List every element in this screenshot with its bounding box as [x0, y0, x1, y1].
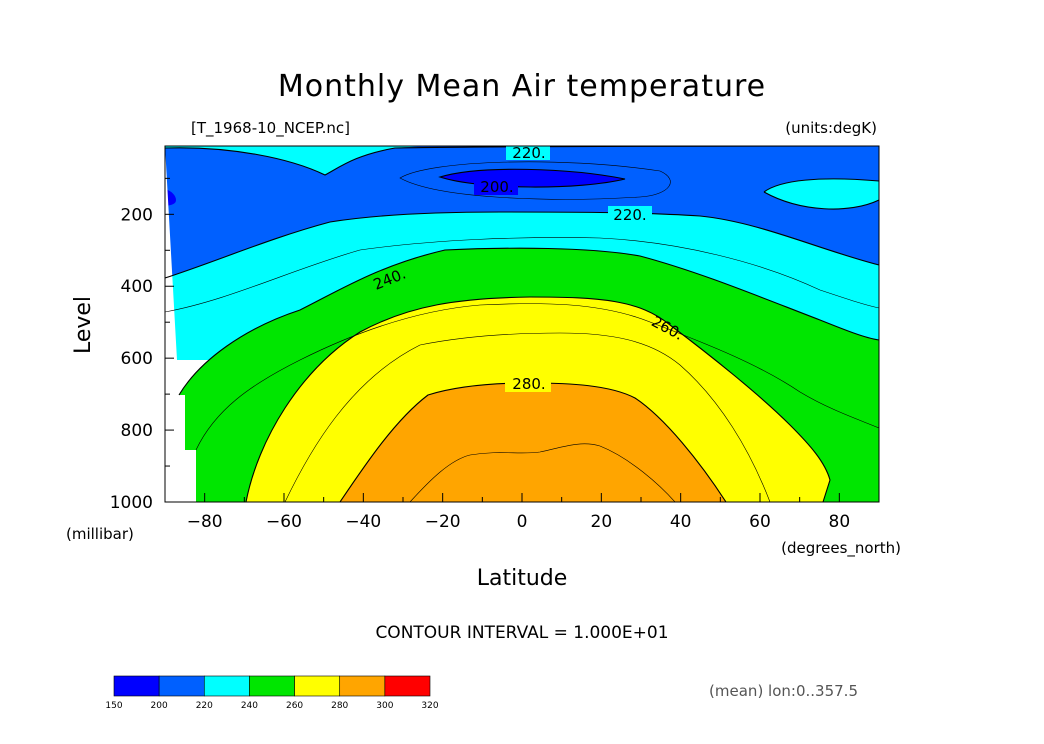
- plot-area: 220. 200. 220. 240. 260. 280.: [165, 144, 879, 502]
- x-tick-label: 80: [829, 512, 851, 532]
- colorbar-label: 200: [151, 701, 168, 711]
- x-axis-title: Latitude: [477, 566, 568, 591]
- colorbar-label: 240: [241, 701, 258, 711]
- y-units-label: (millibar): [66, 525, 134, 543]
- colorbar-swatch: [384, 675, 431, 697]
- file-label: [T_1968-10_NCEP.nc]: [191, 119, 350, 138]
- y-tick-label: 400: [121, 277, 153, 297]
- x-tick-label: −20: [425, 512, 461, 532]
- contour-label-bg-220-mid: [608, 206, 652, 224]
- contour-line-230: [165, 237, 879, 313]
- contour-label-200: 200.: [480, 178, 513, 196]
- colorbar-swatch: [203, 675, 250, 697]
- x-tick-label: −60: [266, 512, 302, 532]
- colorbar: 150 200 220 240 260 280 300 320: [105, 675, 439, 711]
- footer-note: (mean) lon:0..357.5: [709, 682, 858, 700]
- x-tick-label: −40: [345, 512, 381, 532]
- contour-line-210: [399, 161, 671, 200]
- band-220-240-upper-right: [764, 178, 879, 210]
- y-tick-label: 600: [121, 349, 153, 369]
- chart-title: Monthly Mean Air temperature: [278, 69, 766, 104]
- colorbar-swatch: [339, 675, 386, 697]
- x-tick-label: −80: [187, 512, 223, 532]
- contour-line-240: [178, 247, 879, 396]
- contour-label-280: 280.: [512, 375, 545, 393]
- contour-line-290: [409, 443, 676, 502]
- contour-line-250: [195, 303, 879, 451]
- x-axis: −80 −60 −40 −20 0 20 40 60 80: [164, 493, 880, 532]
- x-tick-label: 60: [749, 512, 771, 532]
- contour-line-220: [165, 211, 879, 279]
- contour-label-220-mid: 220.: [613, 206, 646, 224]
- y-axis: 200 400 600 800 1000: [110, 177, 174, 513]
- x-tick-label: 40: [670, 512, 692, 532]
- contour-label-220-top: 220.: [512, 144, 545, 162]
- contour-label-bg-220-top: [506, 146, 550, 160]
- x-units-label: (degrees_north): [781, 539, 901, 558]
- y-tick-label: 800: [121, 421, 153, 441]
- contour-label-bg-200: [474, 177, 518, 195]
- units-label: (units:degK): [785, 119, 877, 137]
- colorbar-label: 320: [421, 701, 438, 711]
- contour-line-260: [245, 296, 831, 502]
- y-tick-label: 200: [121, 205, 153, 225]
- contour-interval-text: CONTOUR INTERVAL = 1.000E+01: [375, 623, 668, 643]
- colorbar-label: 150: [105, 701, 122, 711]
- colorbar-label: 220: [196, 701, 213, 711]
- x-tick-label: 20: [591, 512, 613, 532]
- y-tick-label: 1000: [110, 493, 153, 513]
- colorbar-label: 280: [331, 701, 348, 711]
- contour-label-bg-280: [505, 374, 551, 392]
- contour-line-270: [284, 332, 771, 502]
- colorbar-swatch: [294, 675, 341, 697]
- contour-line-220-right: [763, 178, 879, 210]
- colorbar-swatch: [113, 675, 160, 697]
- colorbar-label: 300: [376, 701, 393, 711]
- colorbar-label: 260: [286, 701, 303, 711]
- colorbar-swatch: [249, 675, 295, 697]
- contour-lines: [165, 146, 879, 502]
- band-above-280: [340, 383, 726, 502]
- x-tick-label: 0: [517, 512, 528, 532]
- missing-data-staircase: [165, 146, 196, 502]
- colorbar-swatch: [158, 675, 205, 697]
- band-220-240-upper-left: [165, 146, 450, 175]
- y-axis-title: Level: [71, 296, 96, 354]
